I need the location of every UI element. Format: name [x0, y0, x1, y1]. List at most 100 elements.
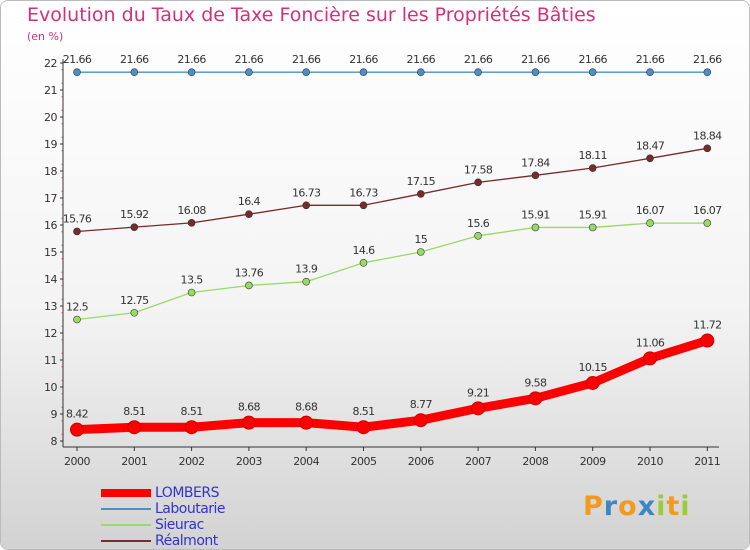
y-tick-label: 20	[44, 111, 57, 124]
data-point	[416, 190, 425, 198]
series-sieurac: 12.5 12.75 13.5 13.76 13.9 14.6 15 15.6 15.91 15.…	[66, 204, 723, 324]
data-label: 8.68	[295, 401, 318, 414]
data-label: 15	[414, 233, 427, 246]
data-label: 17.58	[464, 163, 493, 176]
data-point	[531, 223, 540, 232]
data-point	[531, 171, 540, 180]
data-point	[474, 178, 482, 187]
data-point	[299, 415, 314, 430]
legend-label: Réalmont	[155, 533, 218, 549]
data-point	[130, 223, 139, 231]
proxiti-logo: Proxiti	[583, 491, 691, 522]
data-point	[184, 420, 199, 435]
y-tick-label: 19	[44, 138, 57, 151]
data-label: 15.91	[578, 208, 607, 221]
legend-swatch	[101, 540, 151, 542]
x-tick-label: 2003	[236, 455, 262, 468]
data-point	[356, 420, 371, 435]
data-label: 8.51	[352, 405, 374, 418]
data-label: 8.42	[66, 408, 88, 421]
data-label: 18.11	[578, 149, 607, 162]
x-tick-label: 2006	[408, 455, 434, 468]
x-tick-label: 2009	[580, 455, 606, 468]
legend-label: Laboutarie	[155, 501, 226, 517]
data-point	[646, 219, 654, 227]
data-point	[245, 68, 253, 76]
data-point	[703, 68, 712, 76]
data-point	[588, 68, 597, 76]
data-point	[646, 154, 654, 163]
data-point	[130, 308, 139, 317]
logo-letter: i	[680, 491, 691, 522]
data-point	[703, 219, 712, 227]
y-tick-label: 17	[44, 192, 57, 205]
data-label: 21.66	[521, 53, 550, 66]
data-label: 8.51	[123, 405, 145, 418]
data-label: 17.15	[407, 175, 436, 188]
data-point	[187, 219, 196, 227]
x-tick-label: 2008	[522, 455, 548, 468]
data-point	[73, 68, 81, 76]
data-point	[646, 68, 654, 76]
logo-letter: i	[656, 491, 667, 522]
series-line	[76, 147, 708, 233]
data-label: 13.9	[295, 263, 318, 276]
data-label: 21.66	[578, 53, 607, 66]
data-point	[245, 281, 253, 290]
data-point	[531, 68, 540, 76]
legend-label: Sieurac	[155, 517, 204, 533]
y-tick-label: 10	[44, 381, 57, 394]
x-tick-label: 2010	[637, 455, 663, 468]
legend-swatch	[101, 508, 151, 510]
data-label: 8.51	[181, 405, 203, 418]
data-point	[73, 315, 81, 324]
data-point	[359, 258, 368, 267]
y-tick-label: 16	[44, 219, 57, 232]
data-point	[474, 68, 482, 76]
data-point	[359, 201, 368, 210]
data-point	[241, 415, 256, 430]
data-label: 15.76	[63, 212, 92, 225]
x-tick-label: 2001	[121, 455, 147, 468]
data-label: 11.06	[636, 336, 665, 349]
data-label: 16.73	[349, 186, 378, 199]
data-point	[130, 68, 139, 76]
data-label: 21.66	[63, 53, 92, 66]
y-tick-label: 9	[51, 408, 58, 421]
data-label: 21.66	[464, 53, 493, 66]
data-label: 16.4	[238, 195, 261, 208]
y-tick-label: 14	[44, 273, 57, 286]
y-axis-unit: (en %)	[27, 30, 64, 43]
data-label: 16.07	[693, 204, 722, 217]
data-label: 8.68	[238, 401, 261, 414]
data-point	[413, 413, 428, 428]
y-tick-label: 11	[44, 354, 57, 367]
data-label: 14.6	[352, 244, 375, 257]
logo-letter: P	[583, 491, 604, 522]
y-tick-label: 13	[44, 300, 57, 313]
logo-letter: x	[637, 491, 657, 522]
x-tick-label: 2002	[179, 455, 205, 468]
data-point	[302, 201, 311, 210]
data-label: 10.15	[578, 361, 607, 374]
data-label: 8.77	[410, 398, 433, 411]
data-point	[416, 248, 425, 256]
data-label: 21.66	[636, 53, 665, 66]
data-point	[588, 223, 597, 232]
y-tick-label: 15	[44, 246, 57, 259]
y-tick-label: 12	[44, 327, 57, 340]
data-label: 21.66	[235, 53, 264, 66]
x-tick-label: 2005	[351, 455, 377, 468]
data-point	[471, 401, 486, 416]
data-point	[187, 288, 196, 297]
legend-swatch	[101, 524, 151, 526]
data-point	[528, 391, 543, 406]
data-label: 21.66	[407, 53, 436, 66]
data-point	[302, 68, 311, 76]
data-point	[588, 164, 597, 172]
y-tick-label: 8	[51, 435, 58, 448]
y-tick-label: 18	[44, 165, 57, 178]
data-label: 18.47	[636, 139, 665, 152]
data-label: 9.58	[524, 376, 547, 389]
